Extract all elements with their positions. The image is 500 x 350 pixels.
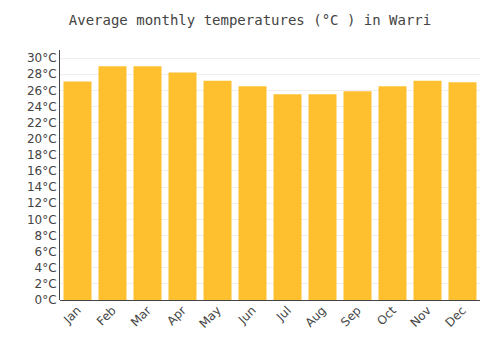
svg-text:18°C: 18°C <box>27 148 57 162</box>
svg-text:0°C: 0°C <box>35 293 57 307</box>
svg-text:May: May <box>196 303 223 330</box>
svg-text:10°C: 10°C <box>27 213 57 227</box>
svg-text:6°C: 6°C <box>35 245 57 259</box>
svg-text:Aug: Aug <box>302 303 328 329</box>
svg-text:28°C: 28°C <box>27 67 57 81</box>
svg-text:Jul: Jul <box>273 303 294 324</box>
svg-text:2°C: 2°C <box>35 277 57 291</box>
svg-text:30°C: 30°C <box>27 51 57 65</box>
svg-text:Jan: Jan <box>60 303 84 327</box>
svg-text:14°C: 14°C <box>27 180 57 194</box>
svg-text:4°C: 4°C <box>35 261 57 275</box>
svg-text:8°C: 8°C <box>35 229 57 243</box>
svg-text:12°C: 12°C <box>27 196 57 210</box>
svg-text:Feb: Feb <box>94 303 119 328</box>
svg-text:Sep: Sep <box>338 303 364 329</box>
svg-text:26°C: 26°C <box>27 84 57 98</box>
svg-text:Oct: Oct <box>374 303 399 328</box>
svg-text:Mar: Mar <box>128 303 154 329</box>
svg-text:Average monthly temperatures (: Average monthly temperatures (°C ) in Wa… <box>69 12 431 28</box>
svg-text:22°C: 22°C <box>27 116 57 130</box>
svg-text:Nov: Nov <box>407 303 433 329</box>
svg-text:Jun: Jun <box>235 303 259 327</box>
svg-text:Dec: Dec <box>443 303 469 329</box>
svg-text:16°C: 16°C <box>27 164 57 178</box>
svg-text:Apr: Apr <box>164 303 189 328</box>
svg-text:24°C: 24°C <box>27 100 57 114</box>
svg-text:20°C: 20°C <box>27 132 57 146</box>
